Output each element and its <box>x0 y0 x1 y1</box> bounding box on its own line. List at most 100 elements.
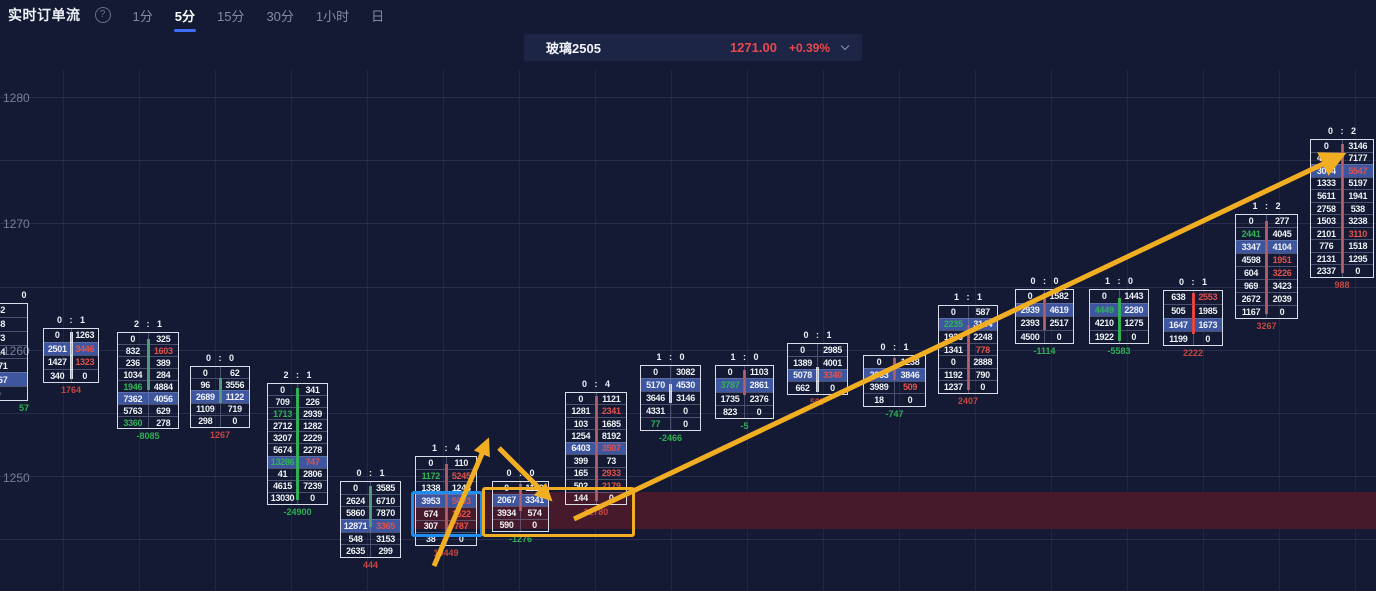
ask-volume: 2280 <box>1124 304 1144 315</box>
price-level-row: 2624 6710 <box>341 493 400 507</box>
tab-1min[interactable]: 1分 <box>132 8 153 24</box>
price-level-row: 2167 <box>0 372 27 387</box>
price-level-row: 2337 0 <box>1311 264 1373 278</box>
bid-volume: 2758 <box>1311 202 1343 215</box>
bid-volume: 103 <box>566 417 597 430</box>
bid-volume: 3074 <box>1311 165 1343 177</box>
ask-volume: 719 <box>227 404 242 415</box>
ask-volume: 3082 <box>676 367 695 377</box>
gridline <box>0 97 1376 98</box>
bid-volume: 0 <box>641 366 671 378</box>
imbalance-header: 0 : 1 <box>56 315 85 325</box>
ask-volume: 3146 <box>1348 140 1368 151</box>
tab-15min[interactable]: 15分 <box>216 8 245 24</box>
price-level-row: 4615 7239 <box>268 479 327 492</box>
bid-volume: 5611 <box>1311 190 1343 202</box>
gridline <box>63 70 64 591</box>
footprint-box: 342 338 273 814 2071 2167 0 <box>0 303 28 401</box>
imbalance-header: 1 : 0 <box>730 352 759 362</box>
price-level-row: 5078 3340 <box>788 368 847 382</box>
imbalance-header: 0 : 0 <box>506 468 535 478</box>
bid-volume: 340 <box>44 369 72 382</box>
delta-footer: 444 <box>362 560 379 570</box>
instrument-change: +0.39% <box>788 40 830 55</box>
ask-volume: 73 <box>606 455 617 466</box>
bid-volume: 1167 <box>1236 306 1267 318</box>
bid-volume: 0 <box>566 393 597 405</box>
ask-volume: 0 <box>532 520 537 531</box>
price-level-row: 1167 0 <box>1236 305 1297 318</box>
delta-footer: 3267 <box>1256 321 1277 331</box>
tab-5min[interactable]: 5分 <box>175 6 195 25</box>
ask-volume: 2985 <box>823 344 842 355</box>
bid-volume: 0 <box>1090 290 1120 303</box>
ask-volume: 3556 <box>225 379 245 390</box>
price-level-row: 0 1582 <box>1016 290 1073 303</box>
ask-volume: 2933 <box>601 468 621 479</box>
price-level-row: 2689 1122 <box>191 390 249 403</box>
bid-volume: 2337 <box>1311 265 1343 278</box>
price-level-row: 5611 1941 <box>1311 189 1373 202</box>
price-level-row: 4098 7177 <box>1311 151 1373 165</box>
chevron-down-icon[interactable] <box>840 41 850 51</box>
price-level-row: 0 341 <box>268 384 327 396</box>
bid-volume: 2635 <box>341 545 371 558</box>
tab-30min[interactable]: 30分 <box>266 8 294 24</box>
footprint-box: 0 3082 5170 4530 3646 3146 4331 0 77 0 <box>640 365 701 431</box>
price-axis-label: 1280 <box>3 91 30 105</box>
price-level-row: 590 0 <box>493 518 548 531</box>
price-level-row: 0 1443 <box>1090 290 1148 303</box>
delta-footer: -1114 <box>1033 346 1056 356</box>
volume-cell: 814 <box>0 347 6 357</box>
price-level-row: 96 3556 <box>191 378 249 391</box>
price-level-row: 0 1263 <box>44 329 98 342</box>
bid-volume: 662 <box>788 382 818 394</box>
bid-volume: 0 <box>864 356 895 368</box>
bid-volume: 0 <box>1236 215 1267 227</box>
price-level-row: 4598 1951 <box>1236 253 1297 266</box>
bid-volume: 0 <box>939 356 969 368</box>
bid-volume: 2712 <box>268 420 298 432</box>
ask-volume: 0 <box>1279 307 1285 317</box>
ask-volume: 3507 <box>601 443 621 454</box>
price-level-row: 709 226 <box>268 395 327 408</box>
footprint-box: 0 1103 3787 2861 1735 2376 823 0 <box>715 365 774 419</box>
price-level-row: 1735 2376 <box>716 391 773 405</box>
ask-volume: 1685 <box>601 418 621 429</box>
ask-volume: 1282 <box>303 420 322 431</box>
ask-volume: 2341 <box>601 406 621 417</box>
tab-1hour[interactable]: 1小时 <box>315 8 350 24</box>
gridline <box>139 70 140 591</box>
ask-volume: 1941 <box>1348 190 1368 201</box>
bid-volume: 4098 <box>1311 152 1343 165</box>
price-axis-label: 1260 <box>3 344 30 358</box>
instrument-selector[interactable]: 玻璃2505 1271.00 +0.39% <box>524 34 862 61</box>
bid-volume: 1254 <box>566 430 597 442</box>
ask-volume: 1238 <box>900 356 920 367</box>
ask-volume: 4619 <box>1049 304 1069 315</box>
price-level-row: 4331 0 <box>641 404 700 417</box>
price-level-row: 2758 538 <box>1311 201 1373 215</box>
ask-volume: 277 <box>1274 216 1290 226</box>
bid-volume: 41 <box>268 468 298 480</box>
price-level-row: 1713 2939 <box>268 407 327 420</box>
imbalance-header: 0 <box>21 290 27 300</box>
ask-volume: 587 <box>975 306 990 317</box>
help-icon[interactable]: ? <box>94 7 111 23</box>
gridline <box>291 70 292 591</box>
imbalance-header: 0 : 1 <box>880 342 909 352</box>
ask-volume: 4104 <box>1272 242 1292 252</box>
volume-cell: 342 <box>0 305 6 316</box>
tab-day[interactable]: 日 <box>371 8 385 24</box>
ask-volume: 2376 <box>749 393 769 404</box>
bid-volume: 3787 <box>716 379 745 392</box>
imbalance-header: 0 : 0 <box>205 353 234 363</box>
bid-volume: 1389 <box>788 356 818 369</box>
bid-volume: 1946 <box>118 381 149 392</box>
delta-footer: 2407 <box>957 396 979 406</box>
ask-volume: 0 <box>683 406 688 416</box>
ask-volume: 1122 <box>225 392 245 402</box>
ask-volume: 0 <box>683 419 688 429</box>
ask-volume: 5547 <box>1348 165 1368 176</box>
